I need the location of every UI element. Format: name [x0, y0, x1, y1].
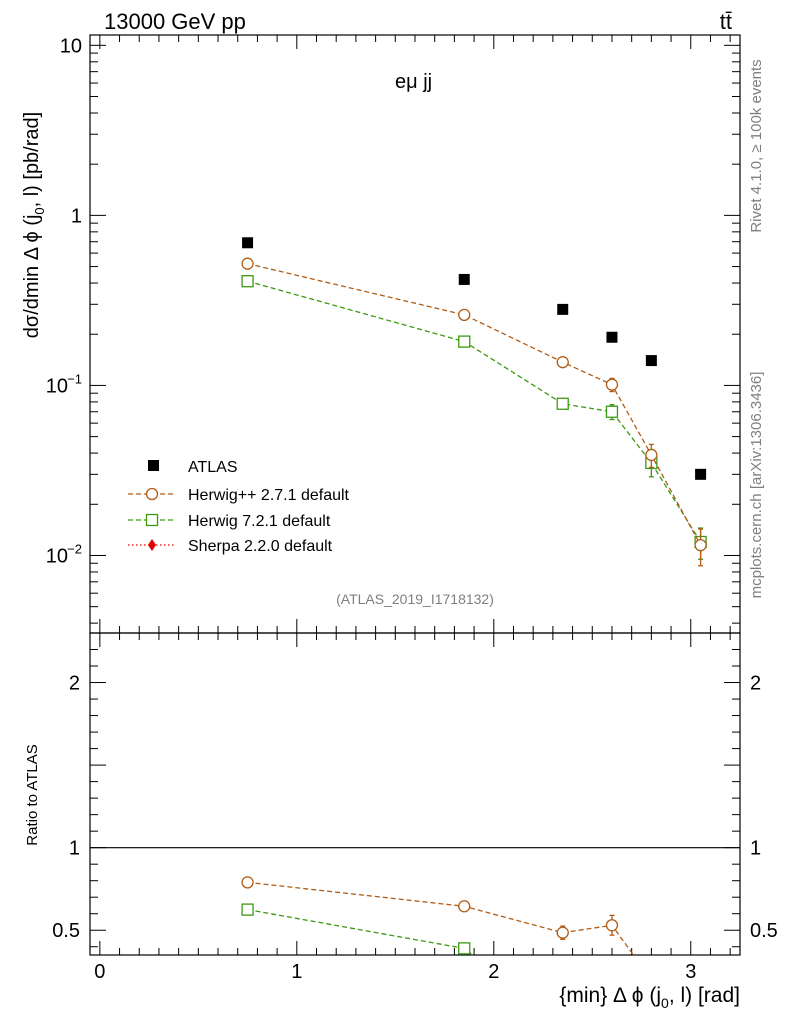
energy-label: 13000 GeV pp	[104, 9, 246, 34]
ratio-panel: 0 1 2 3 0.5 0.5 1 1 2 2 Ratio to ATLAS	[24, 632, 778, 983]
main-data-point	[557, 303, 569, 315]
main-data-point	[694, 538, 707, 552]
main-data-point	[605, 405, 619, 418]
ratio-y-tick-label-right: 0.5	[750, 920, 778, 942]
ratio-data-point	[458, 942, 471, 955]
ratio-y-tick-label-right: 1	[750, 838, 761, 860]
legend-sherpa-label: Sherpa 2.2.0 default	[188, 538, 333, 555]
legend-sherpa-marker	[148, 539, 156, 551]
ratio-data-marks	[241, 876, 635, 955]
x-tick-label: 3	[685, 961, 696, 983]
main-data-marks	[241, 237, 707, 567]
main-data-point	[241, 257, 254, 270]
main-series-line	[247, 263, 702, 546]
legend-atlas-marker	[148, 460, 159, 471]
ratio-panel-frame	[89, 632, 741, 956]
main-data-point	[556, 356, 569, 369]
ratio-data-point	[241, 903, 254, 916]
legend-herwig7-label: Herwig 7.2.1 default	[188, 513, 331, 530]
main-data-point	[645, 448, 658, 462]
legend-herwigpp-marker	[145, 487, 159, 501]
main-series-line	[247, 280, 702, 543]
main-data-point	[241, 275, 254, 288]
legend-herwigpp-label: Herwig++ 2.7.1 default	[188, 487, 350, 504]
main-data-point	[458, 335, 471, 348]
main-data-point	[242, 237, 254, 249]
main-data-point	[458, 308, 471, 322]
analysis-id-label: (ATLAS_2019_I1718132)	[336, 591, 494, 607]
ratio-y-tick-label: 2	[69, 673, 80, 695]
legend-atlas-label: ATLAS	[188, 459, 238, 476]
y-tick-exponent: −1	[67, 371, 82, 386]
y-axis-label: dσ/dmin Δ ϕ (j0, l) [pb/rad]	[21, 112, 47, 338]
y-tick-label: 10	[46, 375, 68, 397]
ratio-data-point	[605, 919, 619, 932]
main-data-point	[605, 378, 619, 391]
main-data-point	[556, 397, 569, 410]
y-tick-label: 1	[71, 205, 82, 227]
process-label: tt̄	[720, 9, 732, 34]
y-tick-exponent: −2	[67, 541, 82, 556]
legend: ATLAS Herwig++ 2.7.1 default Herwig 7.2.…	[128, 459, 350, 555]
ratio-data-point	[241, 876, 254, 889]
ratio-data-point	[458, 900, 471, 913]
main-data-point	[606, 331, 618, 343]
ratio-data-point	[556, 926, 569, 939]
channel-label: eμ jj	[395, 71, 432, 93]
x-tick-label: 0	[94, 961, 105, 983]
ratio-y-tick-label: 1	[69, 838, 80, 860]
x-tick-label: 1	[291, 961, 302, 983]
ratio-axes: 0 1 2 3 0.5 0.5 1 1 2 2	[52, 632, 778, 983]
main-data-point	[645, 355, 657, 367]
ratio-series-line	[247, 908, 474, 955]
ratio-y-tick-label: 0.5	[52, 920, 80, 942]
main-data-point	[695, 468, 707, 480]
mcplots-label: mcplots.cern.ch [arXiv:1306.3436]	[748, 372, 765, 599]
ratio-y-tick-label-right: 2	[750, 673, 761, 695]
main-data-point	[458, 273, 470, 285]
ratio-series-line	[247, 881, 635, 955]
rivet-label: Rivet 4.1.0, ≥ 100k events	[748, 59, 765, 232]
x-tick-label: 2	[488, 961, 499, 983]
legend-herwig7-marker	[145, 513, 159, 527]
x-axis-label: {min} Δ ϕ (j0, l) [rad]	[559, 984, 740, 1011]
ratio-y-axis-label: Ratio to ATLAS	[24, 744, 41, 845]
y-tick-label: 10	[46, 545, 68, 567]
y-tick-label: 10	[60, 35, 82, 57]
